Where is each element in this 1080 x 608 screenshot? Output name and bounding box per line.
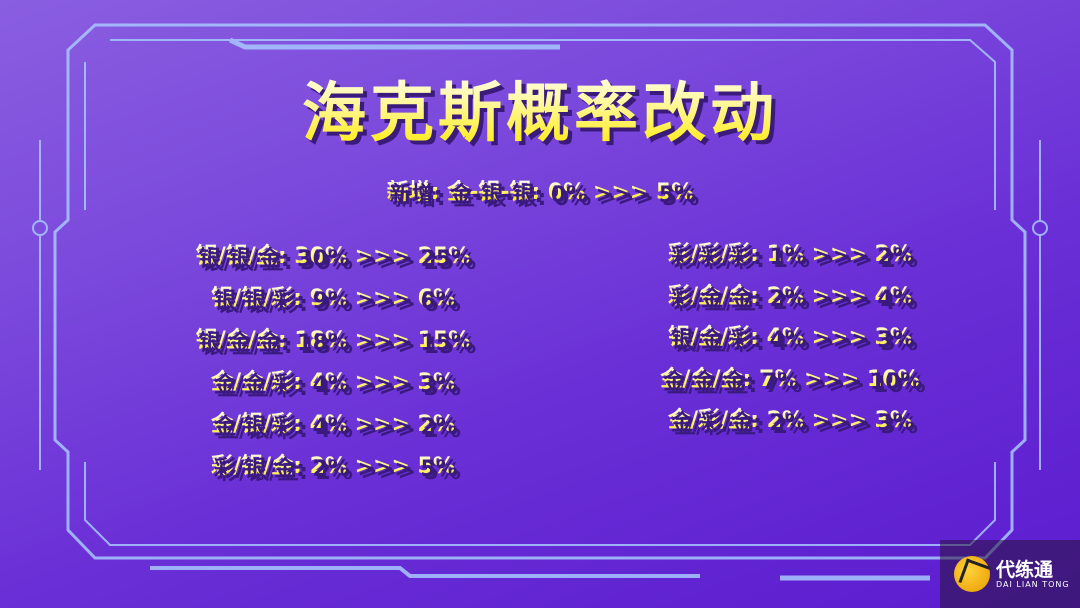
list-item: 彩/银/金: 2% >>> 5% [211, 450, 455, 492]
list-item: 彩/彩/彩: 1% >>> 2% [668, 238, 912, 280]
logo-name: 代练通 [996, 558, 1054, 581]
list-item: 金/银/彩: 4% >>> 2% [211, 408, 455, 450]
list-item: 银/银/金: 30% >>> 25% [196, 240, 470, 282]
watermark-logo: 代练通 DAI LIAN TONG [940, 540, 1080, 608]
list-item: 彩/金/金: 2% >>> 4% [668, 280, 912, 322]
list-item: 银/金/金: 18% >>> 15% [196, 324, 470, 366]
new-item-line: 新增: 金-银-银: 0% >>> 5% [386, 180, 694, 205]
logo-icon [954, 556, 990, 592]
logo-subtitle: DAI LIAN TONG [996, 579, 1070, 589]
left-column: 银/银/金: 30% >>> 25% 银/银/彩: 9% >>> 6% 银/金/… [103, 240, 563, 492]
list-item: 银/银/彩: 9% >>> 6% [211, 282, 455, 324]
list-item: 银/金/彩: 4% >>> 3% [668, 321, 912, 363]
list-item: 金/金/彩: 4% >>> 3% [211, 366, 455, 408]
page-title: 海克斯概率改动 [0, 62, 1080, 154]
list-item: 金/金/金: 7% >>> 10% [660, 363, 919, 405]
list-item: 金/彩/金: 2% >>> 3% [668, 404, 912, 446]
right-column: 彩/彩/彩: 1% >>> 2% 彩/金/金: 2% >>> 4% 银/金/彩:… [560, 238, 1020, 446]
